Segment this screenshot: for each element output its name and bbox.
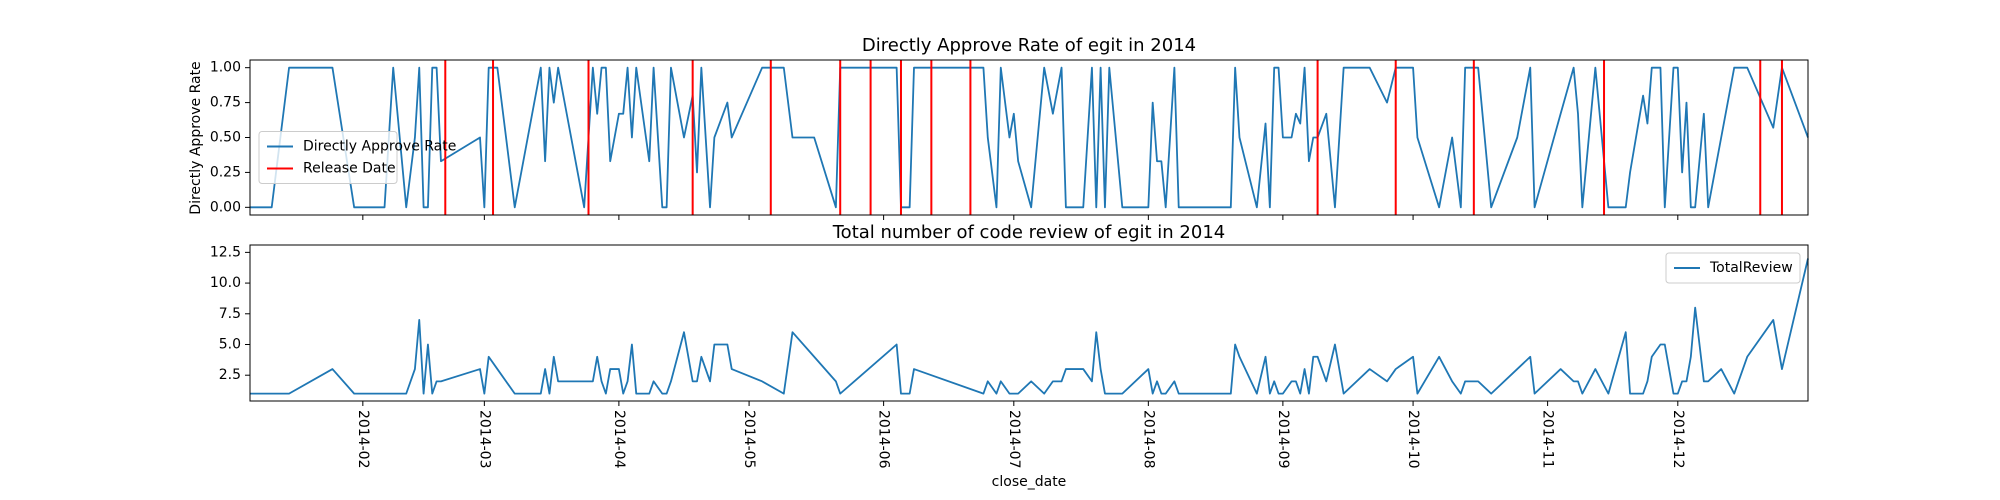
y-axis-label: Directly Approve Rate [188,61,204,214]
x-tick-label: 2014-09 [1275,410,1291,469]
x-tick-label: 2014-04 [611,410,627,469]
y-tick-label: 10.0 [210,275,241,291]
axis-frame [249,59,1809,216]
x-axis-label: close_date [992,474,1067,490]
x-tick-label: 2014-06 [876,410,892,469]
y-tick-label: 0.00 [210,199,241,215]
y-tick-label: 12.5 [210,244,241,260]
data-line [250,258,1809,395]
y-tick-label: 5.0 [219,336,241,352]
legend-box [1665,252,1801,284]
x-tick-label: 2014-02 [355,410,371,469]
x-tick-label: 2014-12 [1670,410,1686,469]
y-tick-label: 0.75 [210,95,241,111]
data-line [250,66,1809,209]
x-tick-label: 2014-11 [1540,410,1556,469]
legend-label: TotalReview [1709,260,1793,276]
legend-box [258,131,398,184]
y-tick-label: 1.00 [210,60,241,76]
x-tick-label: 2014-08 [1140,410,1156,469]
axis-frame [249,244,1809,402]
x-tick-label: 2014-03 [476,410,492,468]
legend-label: Release Date [303,161,396,177]
x-tick-label: 2014-07 [1006,410,1022,468]
y-tick-label: 2.5 [219,367,241,383]
y-tick-label: 0.25 [210,164,241,180]
chart-title: Directly Approve Rate of egit in 2014 [862,35,1196,56]
chart-title: Total number of code review of egit in 2… [832,222,1225,243]
x-tick-label: 2014-10 [1405,410,1421,469]
y-tick-label: 7.5 [219,306,241,322]
x-tick-label: 2014-05 [741,410,757,469]
y-tick-label: 0.50 [210,130,241,146]
legend-label: Directly Approve Rate [303,139,456,155]
